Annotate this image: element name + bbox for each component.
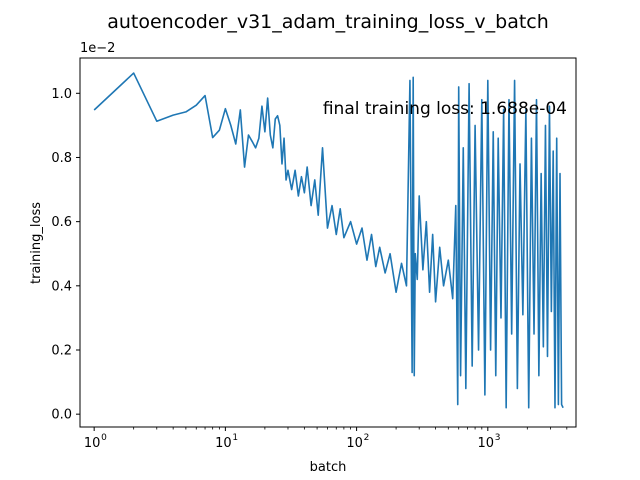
y-axis-label: training_loss bbox=[29, 202, 44, 284]
y-axis-ticks: 0.0 0.2 0.4 0.6 0.8 1.0 bbox=[51, 87, 80, 423]
final-loss-annotation: final training loss: 1.688e-04 bbox=[323, 99, 567, 119]
x-tick-label: 10 bbox=[478, 436, 495, 451]
y-tick-label: 0.2 bbox=[51, 343, 72, 358]
y-tick-label: 0.8 bbox=[51, 151, 72, 166]
y-tick-label: 0.4 bbox=[51, 279, 72, 294]
x-tick-label: 10 bbox=[346, 436, 363, 451]
plot-area-frame bbox=[79, 57, 577, 428]
chart-title: autoencoder_v31_adam_training_loss_v_bat… bbox=[107, 11, 549, 33]
x-tick-exponent: 1 bbox=[232, 433, 238, 443]
y-tick-label: 0.0 bbox=[51, 408, 72, 423]
y-tick-label: 1.0 bbox=[51, 87, 72, 102]
y-tick-label: 0.6 bbox=[51, 215, 72, 230]
x-tick-exponent: 2 bbox=[364, 433, 370, 443]
x-axis-label: batch bbox=[310, 460, 347, 475]
x-axis-ticks: 10 0 10 1 10 2 10 3 bbox=[84, 427, 568, 451]
x-tick-label: 10 bbox=[215, 436, 232, 451]
training-loss-line bbox=[93, 72, 564, 409]
x-tick-label: 10 bbox=[84, 436, 101, 451]
x-tick-exponent: 0 bbox=[101, 433, 107, 443]
x-tick-exponent: 3 bbox=[495, 433, 501, 443]
y-axis-multiplier: 1e−2 bbox=[80, 41, 115, 56]
